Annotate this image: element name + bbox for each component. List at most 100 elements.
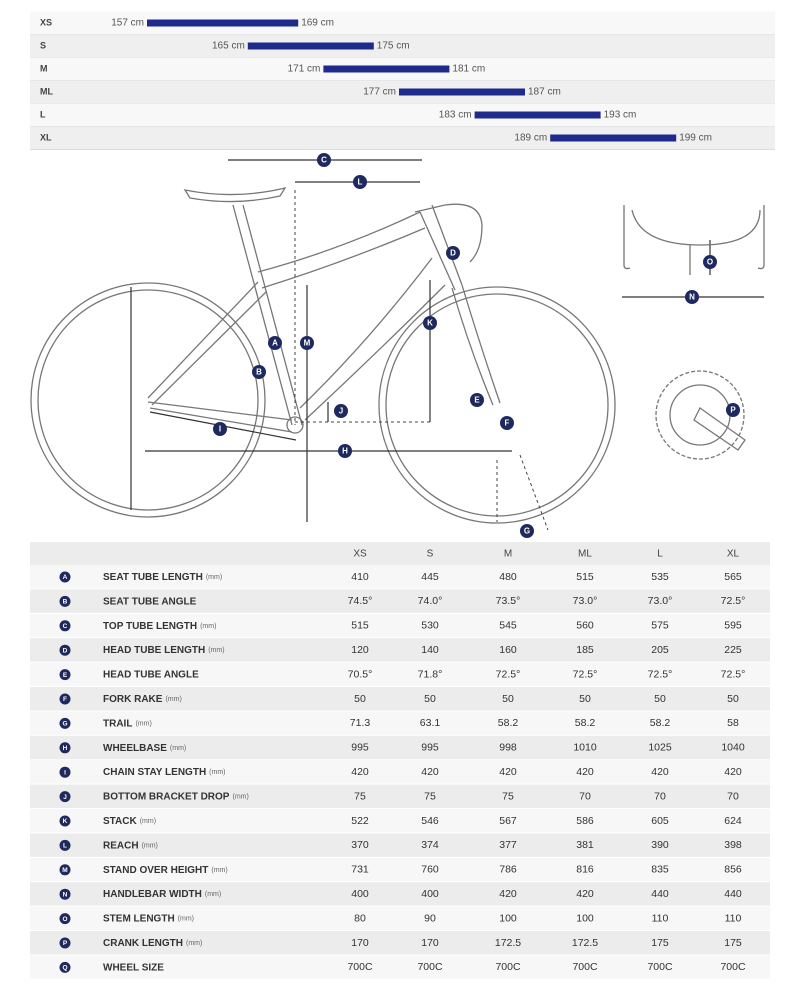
spec-value: 856 bbox=[724, 864, 742, 876]
spec-name-text: SEAT TUBE LENGTH bbox=[103, 572, 203, 583]
spec-unit: (mm) bbox=[200, 623, 216, 630]
marker-letter: N bbox=[63, 891, 68, 898]
marker-letter: N bbox=[689, 293, 695, 302]
spec-value: 175 bbox=[724, 937, 742, 949]
spec-value: 420 bbox=[724, 766, 742, 778]
marker-letter: B bbox=[256, 368, 262, 377]
spec-value: 170 bbox=[351, 937, 369, 949]
chain-stay bbox=[147, 401, 293, 433]
table-row bbox=[30, 784, 770, 809]
size-row bbox=[30, 103, 775, 127]
spec-value: 50 bbox=[502, 693, 514, 705]
max-height: 187 cm bbox=[528, 87, 561, 98]
column-header: XL bbox=[727, 549, 740, 560]
marker-badge bbox=[59, 766, 71, 778]
marker-badge bbox=[59, 815, 71, 827]
marker-letter: L bbox=[358, 178, 363, 187]
spec-value: 595 bbox=[724, 620, 742, 632]
spec-value: 70 bbox=[654, 790, 666, 802]
marker-letter: B bbox=[63, 599, 68, 606]
spec-value: 786 bbox=[499, 864, 517, 876]
spec-value: 515 bbox=[351, 620, 369, 632]
spec-value: 110 bbox=[725, 912, 742, 924]
spec-value: 80 bbox=[354, 912, 366, 924]
table-row bbox=[30, 882, 770, 907]
marker-badge bbox=[726, 403, 740, 417]
spec-value: 700C bbox=[417, 961, 443, 973]
spec-name: CRANK LENGTH (mm) bbox=[103, 938, 202, 949]
marker-letter: Q bbox=[62, 965, 67, 972]
marker-badge bbox=[703, 255, 717, 269]
spec-name: FORK RAKE (mm) bbox=[103, 694, 182, 705]
spec-value: 73.0° bbox=[573, 595, 598, 607]
table-row bbox=[30, 711, 770, 736]
spec-name: HANDLEBAR WIDTH (mm) bbox=[103, 889, 221, 900]
spec-value: 175 bbox=[651, 937, 669, 949]
table-row bbox=[30, 687, 770, 712]
spec-value: 545 bbox=[499, 620, 517, 632]
spec-value: 998 bbox=[499, 742, 517, 754]
spec-value: 72.5° bbox=[496, 668, 521, 680]
spec-value: 515 bbox=[576, 571, 594, 583]
spec-value: 700C bbox=[495, 961, 521, 973]
marker-letter: O bbox=[62, 916, 67, 923]
spec-name: CHAIN STAY LENGTH (mm) bbox=[103, 767, 226, 778]
spec-unit: (mm) bbox=[135, 720, 151, 727]
spec-name-text: TOP TUBE LENGTH bbox=[103, 620, 197, 631]
column-header: XS bbox=[353, 549, 367, 560]
spec-name-text: HANDLEBAR WIDTH bbox=[103, 889, 202, 900]
spec-value: 835 bbox=[651, 864, 669, 876]
spec-value: 480 bbox=[499, 571, 517, 583]
size-row bbox=[30, 11, 775, 35]
marker-letter: F bbox=[505, 419, 510, 428]
spec-value: 100 bbox=[576, 912, 594, 924]
size-label: XS bbox=[40, 17, 52, 27]
spec-value: 71.8° bbox=[418, 668, 443, 680]
spec-unit: (mm) bbox=[232, 793, 248, 800]
marker-badge bbox=[59, 913, 71, 925]
spec-value: 74.0° bbox=[418, 595, 443, 607]
marker-badge bbox=[59, 742, 71, 754]
spec-name: TRAIL (mm) bbox=[103, 718, 152, 729]
marker-badge bbox=[59, 669, 71, 681]
marker-badge bbox=[59, 961, 71, 973]
marker-badge bbox=[59, 717, 71, 729]
spec-name: REACH (mm) bbox=[103, 840, 158, 851]
min-height: 189 cm bbox=[514, 133, 547, 144]
spec-value: 73.0° bbox=[648, 595, 673, 607]
handlebar bbox=[414, 203, 483, 263]
marker-badge bbox=[252, 365, 266, 379]
table-row bbox=[30, 833, 770, 858]
spec-unit: (mm) bbox=[140, 818, 156, 825]
spec-value: 700C bbox=[647, 961, 673, 973]
spec-value: 560 bbox=[576, 620, 594, 632]
size-row bbox=[30, 34, 775, 58]
spec-value: 205 bbox=[651, 644, 669, 656]
marker-badge bbox=[59, 595, 71, 607]
spec-name-text: REACH bbox=[103, 840, 139, 851]
spec-value: 160 bbox=[499, 644, 517, 656]
spec-unit: (mm) bbox=[209, 769, 225, 776]
column-header: M bbox=[504, 549, 512, 560]
spec-value: 575 bbox=[651, 620, 669, 632]
dimension-lines bbox=[130, 159, 764, 522]
spec-name-text: STACK bbox=[103, 816, 137, 827]
spec-value: 70 bbox=[727, 790, 739, 802]
spec-value: 1010 bbox=[573, 742, 597, 754]
spec-value: 50 bbox=[424, 693, 436, 705]
size-label: ML bbox=[40, 86, 53, 96]
spec-value: 420 bbox=[651, 766, 669, 778]
spec-value: 440 bbox=[724, 888, 742, 900]
height-bar bbox=[550, 134, 677, 142]
marker-badge bbox=[685, 290, 699, 304]
spec-value: 50 bbox=[654, 693, 666, 705]
spec-value: 400 bbox=[351, 888, 369, 900]
spec-value: 70.5° bbox=[348, 668, 373, 680]
fork bbox=[451, 284, 501, 406]
marker-badge bbox=[59, 571, 71, 583]
table-row bbox=[30, 638, 770, 663]
spec-value: 110 bbox=[652, 912, 669, 924]
marker-letter: G bbox=[62, 721, 67, 728]
marker-letter: E bbox=[63, 672, 68, 679]
spec-value: 410 bbox=[351, 571, 369, 583]
